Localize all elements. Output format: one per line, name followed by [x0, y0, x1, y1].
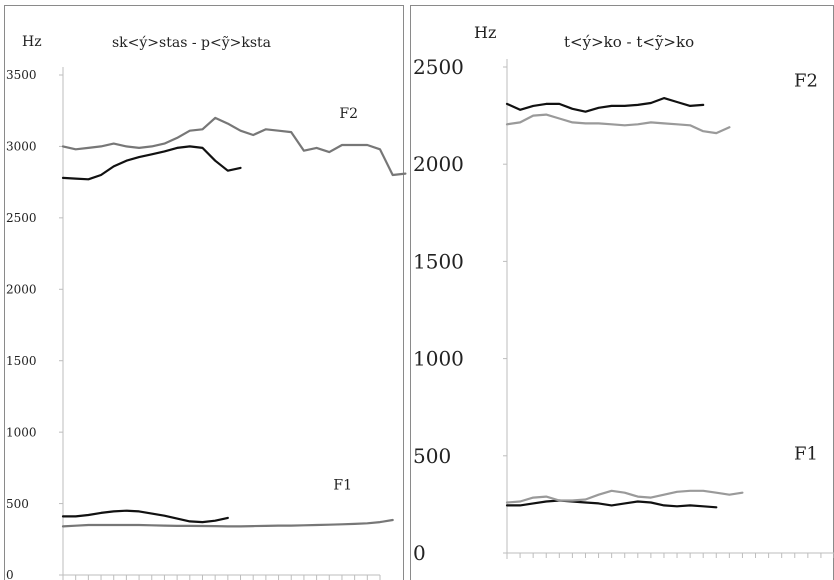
y-tick-label: 0 [413, 541, 426, 565]
y-tick-label: 500 [6, 497, 29, 511]
y-tick-label: 3500 [6, 68, 37, 82]
y-tick-label: 0 [6, 568, 14, 580]
y-axis-label: Hz [474, 23, 496, 42]
series-line [61, 145, 242, 181]
series-line [61, 509, 229, 524]
series-line [505, 113, 731, 135]
y-tick-label: 1500 [6, 354, 37, 368]
chart-panel-right: 0 500 1000 1500 2000 2500 Hz t<ý>ko - t<ỹ>ko F2 F… [410, 5, 834, 580]
y-tick-label: 1000 [6, 425, 37, 439]
y-tick-label: 2000 [6, 282, 37, 296]
formant-annotation: F2 [794, 70, 818, 91]
chart-title: sk<ý>stas - p<ỹ>ksta [112, 34, 271, 51]
series-line [505, 489, 744, 504]
y-tick-label: 2500 [6, 211, 37, 225]
y-tick-label: 1500 [413, 249, 464, 273]
y-axis-label: Hz [22, 34, 42, 50]
series-line [505, 96, 705, 113]
series-line [61, 116, 407, 177]
series-line [505, 499, 718, 509]
y-tick-label: 2000 [413, 152, 464, 176]
panel-frame [4, 5, 404, 580]
panel-frame [410, 5, 834, 580]
formant-annotation: F2 [339, 106, 358, 122]
chart-panel-left: 0 500 1000 1500 2000 2500 3000 3500 Hz sk<ý>stas … [4, 5, 407, 580]
y-tick-label: 3000 [6, 140, 37, 154]
chart-title: t<ý>ko - t<ỹ>ko [564, 33, 694, 51]
y-tick-label: 2500 [413, 55, 464, 79]
y-tick-label: 1000 [413, 347, 464, 371]
series-line [61, 518, 394, 528]
formant-annotation: F1 [333, 477, 352, 493]
y-tick-label: 500 [413, 444, 451, 468]
formant-annotation: F1 [794, 444, 818, 465]
